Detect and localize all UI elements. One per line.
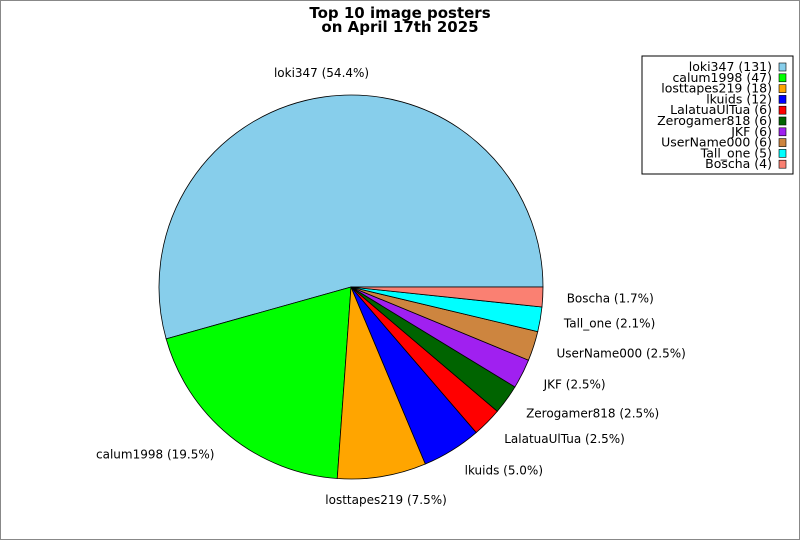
- slice-label-JKF: JKF (2.5%): [543, 378, 606, 392]
- chart-title-line-1: Top 10 image posters: [309, 4, 490, 22]
- legend-label-JKF: JKF (6): [730, 124, 772, 139]
- legend-box: [641, 55, 794, 175]
- legend-swatch-calum1998: [778, 73, 787, 83]
- legend-label-Boscha: Boscha (4): [705, 156, 772, 171]
- legend-swatch-UserName000: [778, 138, 787, 147]
- legend-swatch-lkuids: [778, 95, 787, 104]
- legend-label-lkuids: lkuids (12): [706, 91, 772, 106]
- slice-label-Zerogamer818: Zerogamer818 (2.5%): [526, 407, 659, 421]
- legend-swatch-Zerogamer818: [778, 116, 787, 126]
- legend-label-losttapes219: losttapes219 (18): [661, 81, 772, 96]
- slice-label-UserName000: UserName000 (2.5%): [557, 346, 686, 360]
- legend: loki347 (131)calum1998 (47)losttapes219 …: [641, 55, 794, 175]
- pie-slice-Boscha: [350, 286, 544, 308]
- legend-swatch-Tall_one: [778, 149, 787, 158]
- slice-label-Tall_one: Tall_one (2.1%): [563, 316, 655, 330]
- legend-label-Zerogamer818: Zerogamer818 (6): [657, 113, 772, 128]
- legend-swatch-JKF: [778, 127, 787, 137]
- legend-label-loki347: loki347 (131): [689, 59, 772, 74]
- legend-label-Tall_one: Tall_one (5): [700, 145, 772, 160]
- slice-label-lkuids: lkuids (5.0%): [465, 464, 543, 478]
- slice-label-Boscha: Boscha (1.7%): [567, 291, 654, 305]
- slice-label-loki347: loki347 (54.4%): [274, 66, 369, 80]
- chart-title-line-2: on April 17th 2025: [321, 18, 478, 36]
- legend-label-calum1998: calum1998 (47): [672, 70, 772, 85]
- legend-swatch-LalatuaUlTua: [778, 105, 787, 115]
- slice-label-LalatuaUlTua: LalatuaUlTua (2.5%): [504, 432, 625, 446]
- slice-label-calum1998: calum1998 (19.5%): [96, 447, 214, 461]
- slice-label-losttapes219: losttapes219 (7.5%): [325, 493, 447, 507]
- legend-swatch-loki347: [778, 62, 787, 72]
- legend-swatch-Boscha: [778, 159, 787, 169]
- legend-swatch-losttapes219: [778, 84, 787, 93]
- legend-label-LalatuaUlTua: LalatuaUlTua (6): [670, 102, 772, 117]
- pie-slice-calum1998: [165, 286, 352, 479]
- legend-label-UserName000: UserName000 (6): [661, 135, 772, 150]
- pie-slice-loki347: [158, 94, 544, 340]
